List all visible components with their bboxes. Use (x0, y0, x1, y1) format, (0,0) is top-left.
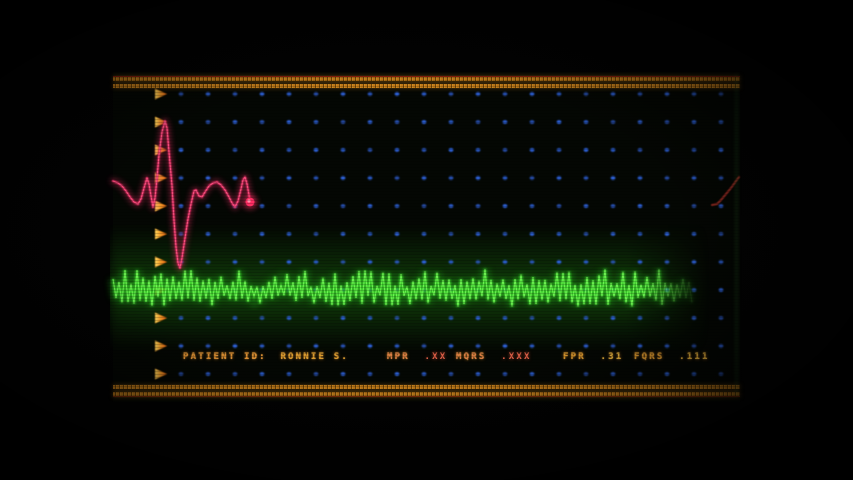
crt-monitor-screen: PATIENT ID: RONNIE S. MPR .XX MQRS .XXX … (0, 0, 853, 480)
ecg-waveform (110, 118, 741, 271)
